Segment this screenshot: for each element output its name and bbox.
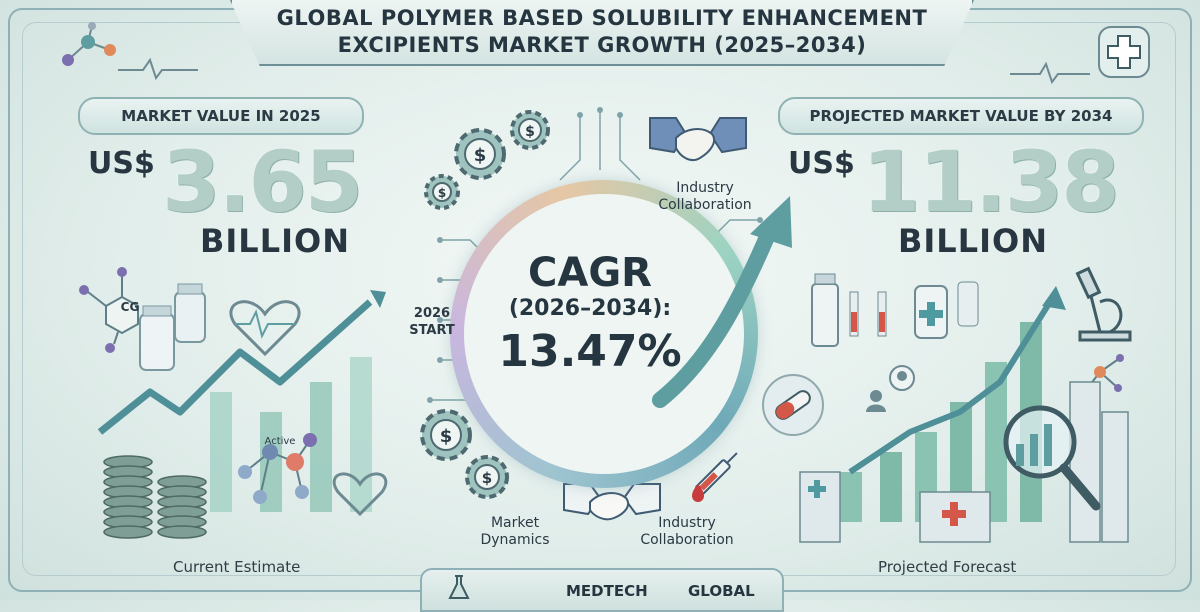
pulse-line-icon-right <box>1010 61 1090 84</box>
footer-word-medtech: MEDTECH <box>566 582 648 600</box>
cagr-ring <box>450 180 758 488</box>
market-dynamics-2: Dynamics <box>480 532 550 548</box>
industry-collab-bottom-2: Collaboration <box>640 532 734 548</box>
right-market-value: 11.38 <box>862 133 1120 231</box>
cagr-period: (2026–2034): <box>508 296 672 321</box>
industry-collab-bottom-1: Industry <box>658 515 716 531</box>
active-label: Active <box>264 436 296 447</box>
start-label: START <box>409 323 455 338</box>
title-line-1: GLOBAL POLYMER BASED SOLUBILITY ENHANCEM… <box>276 6 928 30</box>
pulse-line-icon <box>118 57 198 80</box>
svg-text:$: $ <box>440 426 453 447</box>
current-estimate-caption: Current Estimate <box>173 558 301 576</box>
doctor-icon <box>866 365 915 412</box>
left-unit: BILLION <box>200 222 350 260</box>
pill-icon <box>762 374 824 436</box>
industry-collab-top-2: Collaboration <box>658 197 752 213</box>
cagr-arrow <box>652 196 792 408</box>
left-growth-illustration <box>79 267 388 539</box>
cg-label: CG <box>120 300 140 314</box>
left-currency: US$ <box>88 146 155 181</box>
industry-collab-top-1: Industry <box>676 180 734 196</box>
gear-dollar-icon-5: $ <box>465 455 509 499</box>
medical-cross-icon <box>1098 26 1150 78</box>
title-line-2: EXCIPIENTS MARKET GROWTH (2025–2034) <box>337 33 867 57</box>
cagr-value: 13.47% <box>498 326 682 377</box>
right-growth-illustration <box>799 266 1132 543</box>
gear-dollar-icon-4: $ <box>420 409 472 461</box>
molecule-icon <box>62 22 116 66</box>
start-year: 2026 <box>413 306 451 321</box>
flask-icon <box>448 575 470 599</box>
svg-text:$: $ <box>474 145 487 166</box>
handshake-icon-bottom <box>563 483 661 521</box>
footer-word-global: GLOBAL <box>688 582 755 600</box>
handshake-icon <box>649 117 747 162</box>
svg-text:$: $ <box>438 186 446 200</box>
right-currency: US$ <box>788 146 855 181</box>
title-banner: GLOBAL POLYMER BASED SOLUBILITY ENHANCEM… <box>230 0 974 66</box>
right-unit: BILLION <box>898 222 1048 260</box>
market-value-2025-pill: MARKET VALUE IN 2025 <box>78 97 364 135</box>
projected-value-2034-pill: PROJECTED MARKET VALUE BY 2034 <box>778 97 1144 135</box>
left-market-value: 3.65 <box>162 133 363 231</box>
market-dynamics-1: Market <box>490 515 540 531</box>
cagr-label: CAGR <box>528 250 652 296</box>
gear-dollar-icon-3: $ <box>424 174 460 210</box>
projected-forecast-caption: Projected Forecast <box>878 558 1017 576</box>
svg-text:$: $ <box>525 124 535 140</box>
syringe-icon <box>692 452 738 502</box>
gear-dollar-icon-2: $ <box>510 110 550 150</box>
svg-text:$: $ <box>482 469 492 487</box>
gear-dollar-icon: $ <box>454 128 506 180</box>
